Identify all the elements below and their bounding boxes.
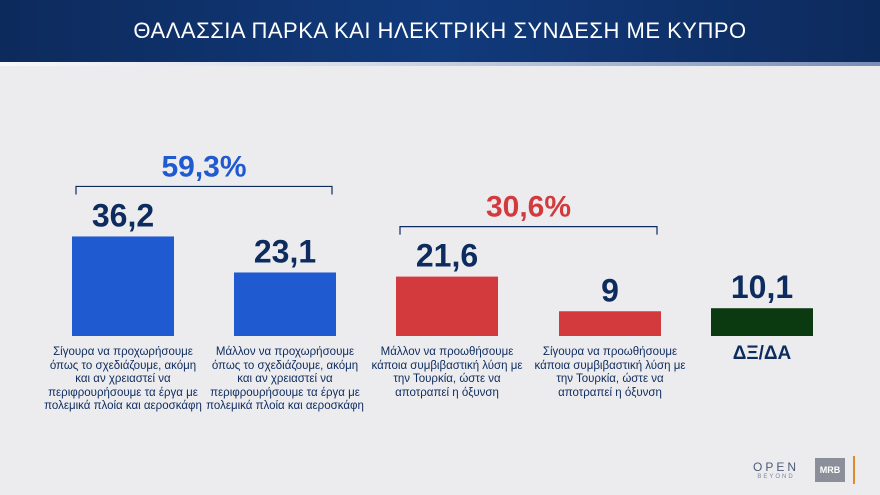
bar-chart: 36,2 23,1 21,6 9 10,1 59,3% 30,6%	[72, 150, 813, 336]
category-label-3: Σίγουρα να προωθήσουμε κάποια συμβιβαστι…	[534, 346, 686, 399]
header-accent-stripe	[0, 62, 880, 66]
bar-4	[711, 308, 813, 336]
group-total-label-0: 59,3%	[161, 150, 246, 183]
category-label-1: Μάλλον να προχωρήσουμε όπως το σχεδιάζου…	[206, 346, 364, 412]
bar-3	[559, 311, 661, 336]
open-logo: OPEN	[752, 460, 799, 474]
header-bar: ΘΑΛΑΣΣΙΑ ΠΑΡΚΑ ΚΑΙ ΗΛΕΚΤΡΙΚΗ ΣΥΝΔΕΣΗ ΜΕ …	[0, 0, 880, 62]
bar-2	[396, 276, 498, 336]
bar-value-label-0: 36,2	[92, 197, 154, 233]
bar-0	[72, 236, 174, 336]
group-bracket-0	[75, 185, 333, 195]
bar-value-label-3: 9	[601, 272, 619, 308]
group-bracket-1	[399, 226, 658, 235]
category-label-2: Μάλλον να προωθήσουμε κάποια συμβιβαστικ…	[371, 346, 523, 399]
mrb-logo: MRB	[815, 458, 845, 482]
bar-value-label-2: 21,6	[416, 238, 478, 274]
category-label-0: Σίγουρα να προχωρήσουμε όπως το σχεδιάζο…	[44, 346, 202, 412]
group-total-label-1: 30,6%	[486, 191, 571, 224]
bar-1	[234, 272, 336, 336]
category-label-4: ΔΞ/ΔΑ	[732, 343, 792, 364]
bar-value-label-4: 10,1	[731, 269, 793, 305]
logo-divider	[853, 456, 855, 484]
bar-value-label-1: 23,1	[254, 233, 316, 269]
open-logo-subtitle: BEYOND	[757, 474, 795, 480]
page-title: ΘΑΛΑΣΣΙΑ ΠΑΡΚΑ ΚΑΙ ΗΛΕΚΤΡΙΚΗ ΣΥΝΔΕΣΗ ΜΕ …	[133, 18, 747, 43]
